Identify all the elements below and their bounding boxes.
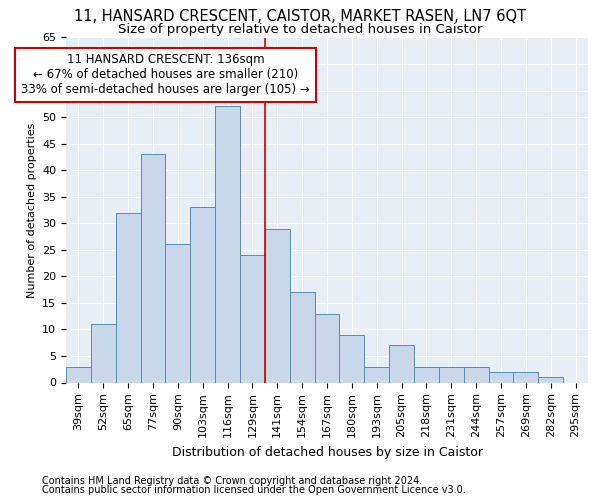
Bar [439,366,464,382]
Bar [290,292,314,382]
Bar [116,212,140,382]
X-axis label: Distribution of detached houses by size in Caistor: Distribution of detached houses by size … [172,446,482,458]
Text: Contains HM Land Registry data © Crown copyright and database right 2024.: Contains HM Land Registry data © Crown c… [42,476,422,486]
Bar [314,314,340,382]
Bar [166,244,190,382]
Text: Contains public sector information licensed under the Open Government Licence v3: Contains public sector information licen… [42,485,466,495]
Bar [215,106,240,382]
Text: 11 HANSARD CRESCENT: 136sqm
← 67% of detached houses are smaller (210)
33% of se: 11 HANSARD CRESCENT: 136sqm ← 67% of det… [21,54,310,96]
Bar [538,377,563,382]
Bar [190,208,215,382]
Bar [514,372,538,382]
Bar [66,366,91,382]
Y-axis label: Number of detached properties: Number of detached properties [26,122,37,298]
Bar [389,346,414,383]
Bar [240,255,265,382]
Bar [140,154,166,382]
Text: Size of property relative to detached houses in Caistor: Size of property relative to detached ho… [118,22,482,36]
Text: 11, HANSARD CRESCENT, CAISTOR, MARKET RASEN, LN7 6QT: 11, HANSARD CRESCENT, CAISTOR, MARKET RA… [74,9,526,24]
Bar [414,366,439,382]
Bar [91,324,116,382]
Bar [340,334,364,382]
Bar [464,366,488,382]
Bar [265,228,290,382]
Bar [488,372,514,382]
Bar [364,366,389,382]
